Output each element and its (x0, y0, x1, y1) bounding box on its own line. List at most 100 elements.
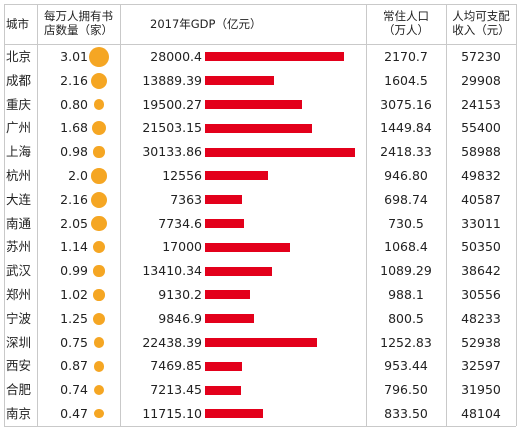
gdp-bar (205, 171, 268, 181)
stores-value: 2.05 (60, 215, 88, 231)
stores-value: 1.25 (60, 310, 88, 326)
header-city: 城市 (6, 17, 29, 31)
income-value: 24153 (461, 96, 501, 112)
gdp-value: 13410.34 (142, 263, 202, 279)
pop-value: 1068.4 (384, 239, 428, 255)
gdp-bar (205, 409, 264, 419)
header-pop-line1: 常住人口 (383, 9, 429, 23)
pop-value: 2170.7 (384, 48, 428, 64)
gdp-bar (205, 361, 243, 371)
gdp-value: 22438.39 (142, 334, 202, 350)
gdp-bar (205, 76, 275, 86)
city-label: 成都 (6, 72, 32, 88)
grid-line (4, 4, 5, 426)
header-income-line2: 收入（元） (452, 23, 510, 37)
gdp-value: 21503.15 (142, 120, 202, 136)
stores-value: 3.01 (60, 48, 88, 64)
income-value: 32597 (461, 358, 501, 374)
gdp-bar (205, 266, 272, 276)
city-label: 郑州 (6, 286, 32, 302)
grid-line (4, 44, 516, 45)
pop-value: 730.5 (388, 215, 424, 231)
grid-line (4, 426, 516, 427)
stores-dot (93, 146, 105, 158)
gdp-value: 28000.4 (150, 48, 202, 64)
city-label: 宁波 (6, 310, 32, 326)
pop-value: 3075.16 (380, 96, 432, 112)
pop-value: 796.50 (384, 382, 428, 398)
stores-dot (90, 72, 108, 89)
pop-value: 698.74 (384, 191, 428, 207)
stores-dot (92, 312, 106, 325)
gdp-bar (205, 338, 317, 347)
gdp-bar (205, 123, 313, 133)
stores-value: 0.75 (60, 334, 88, 350)
city-label: 重庆 (6, 96, 32, 112)
stores-value: 0.98 (60, 144, 88, 160)
pop-value: 2418.33 (380, 144, 432, 160)
income-value: 38642 (461, 263, 501, 279)
stores-value: 1.68 (60, 120, 88, 136)
gdp-value: 7213.45 (150, 382, 202, 398)
header-pop: 常住人口 （万人） (366, 9, 446, 37)
stores-value: 2.16 (60, 191, 88, 207)
gdp-bar (205, 52, 345, 62)
header-stores-line2: 店数量（家） (44, 23, 113, 37)
pop-value: 1252.83 (380, 334, 432, 350)
city-label: 武汉 (6, 263, 32, 279)
stores-dot (93, 337, 105, 348)
city-label: 深圳 (6, 334, 32, 350)
pop-value: 1604.5 (384, 72, 428, 88)
gdp-value: 7734.6 (158, 215, 202, 231)
grid-line (4, 4, 516, 5)
stores-value: 0.74 (60, 382, 88, 398)
income-value: 48104 (461, 405, 501, 421)
income-value: 33011 (461, 215, 501, 231)
header-income-line1: 人均可支配 (452, 9, 510, 23)
gdp-bar (205, 385, 241, 395)
income-value: 31950 (461, 382, 501, 398)
city-label: 北京 (6, 48, 32, 64)
gdp-bar (205, 242, 290, 252)
stores-dot (93, 385, 105, 396)
gdp-bar (205, 100, 303, 109)
stores-value: 0.87 (60, 358, 88, 374)
pop-value: 946.80 (384, 167, 428, 183)
pop-value: 1449.84 (380, 120, 432, 136)
stores-value: 1.14 (60, 239, 88, 255)
gdp-value: 7469.85 (150, 358, 202, 374)
stores-dot (91, 121, 107, 136)
pop-value: 953.44 (384, 358, 428, 374)
grid-line (120, 4, 121, 426)
city-label: 西安 (6, 358, 32, 374)
city-label: 广州 (6, 120, 32, 136)
city-label: 杭州 (6, 167, 32, 183)
stores-dot (93, 289, 105, 301)
stores-dot (94, 409, 104, 419)
gdp-value: 11715.10 (142, 405, 202, 421)
income-value: 55400 (461, 120, 501, 136)
stores-value: 2.0 (68, 167, 88, 183)
header-income: 人均可支配 收入（元） (446, 9, 516, 37)
gdp-value: 13889.39 (142, 72, 202, 88)
stores-dot (89, 46, 109, 67)
gdp-value: 9846.9 (158, 310, 202, 326)
income-value: 30556 (461, 286, 501, 302)
income-value: 29908 (461, 72, 501, 88)
pop-value: 988.1 (388, 286, 424, 302)
income-value: 57230 (461, 48, 501, 64)
grid-line (37, 4, 38, 426)
stores-value: 2.16 (60, 72, 88, 88)
stores-value: 1.02 (60, 286, 88, 302)
gdp-bar (205, 290, 251, 300)
gdp-value: 9130.2 (158, 286, 202, 302)
gdp-bar (205, 219, 244, 228)
pop-value: 1089.29 (380, 263, 432, 279)
grid-line (446, 4, 447, 426)
income-value: 52938 (461, 334, 501, 350)
city-label: 合肥 (6, 382, 32, 398)
header-stores-line1: 每万人拥有书 (44, 9, 113, 23)
city-label: 南通 (6, 215, 32, 231)
stores-value: 0.80 (60, 96, 88, 112)
